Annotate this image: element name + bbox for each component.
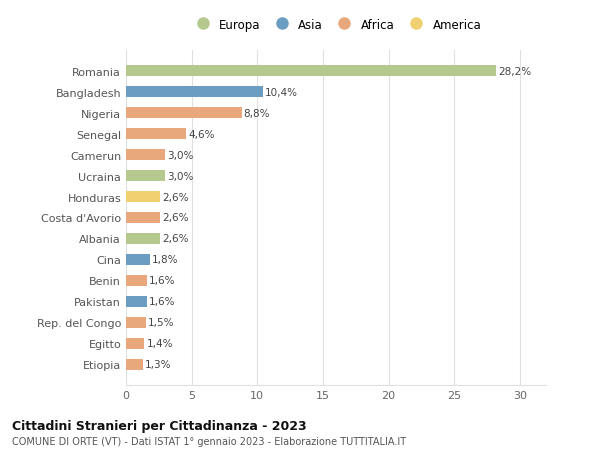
Text: 3,0%: 3,0% xyxy=(167,150,194,160)
Bar xyxy=(126,129,187,140)
Bar xyxy=(126,107,241,119)
Text: 1,4%: 1,4% xyxy=(146,339,173,349)
Text: 8,8%: 8,8% xyxy=(244,108,270,118)
Text: 28,2%: 28,2% xyxy=(498,67,531,77)
Bar xyxy=(126,338,145,349)
Bar xyxy=(126,191,160,203)
Text: 10,4%: 10,4% xyxy=(265,87,298,97)
Text: 3,0%: 3,0% xyxy=(167,171,194,181)
Text: 2,6%: 2,6% xyxy=(162,213,188,223)
Bar xyxy=(126,212,160,224)
Text: 1,3%: 1,3% xyxy=(145,359,172,369)
Text: 1,6%: 1,6% xyxy=(149,297,175,307)
Legend: Europa, Asia, Africa, America: Europa, Asia, Africa, America xyxy=(188,16,484,34)
Bar xyxy=(126,170,166,182)
Text: 2,6%: 2,6% xyxy=(162,192,188,202)
Text: Cittadini Stranieri per Cittadinanza - 2023: Cittadini Stranieri per Cittadinanza - 2… xyxy=(12,419,307,432)
Text: COMUNE DI ORTE (VT) - Dati ISTAT 1° gennaio 2023 - Elaborazione TUTTITALIA.IT: COMUNE DI ORTE (VT) - Dati ISTAT 1° genn… xyxy=(12,437,406,446)
Bar xyxy=(126,150,166,161)
Bar xyxy=(126,317,146,329)
Text: 1,6%: 1,6% xyxy=(149,276,175,286)
Bar xyxy=(126,66,496,77)
Text: 1,5%: 1,5% xyxy=(148,318,174,328)
Text: 4,6%: 4,6% xyxy=(188,129,215,139)
Bar xyxy=(126,233,160,245)
Bar xyxy=(126,254,149,266)
Bar xyxy=(126,296,147,308)
Bar xyxy=(126,275,147,286)
Text: 2,6%: 2,6% xyxy=(162,234,188,244)
Bar xyxy=(126,359,143,370)
Bar xyxy=(126,87,263,98)
Text: 1,8%: 1,8% xyxy=(152,255,178,265)
